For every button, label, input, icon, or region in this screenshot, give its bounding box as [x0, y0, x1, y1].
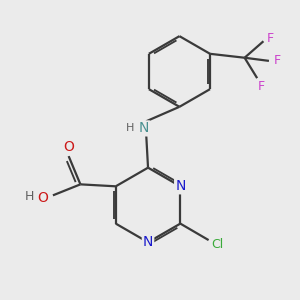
Text: N: N [143, 235, 153, 249]
Text: Cl: Cl [211, 238, 224, 251]
Text: H: H [125, 123, 134, 134]
Text: N: N [175, 179, 185, 193]
Text: N: N [139, 122, 149, 135]
Text: F: F [257, 80, 265, 92]
Text: F: F [274, 54, 281, 68]
Text: O: O [38, 191, 49, 206]
Text: F: F [267, 32, 274, 45]
Text: H: H [25, 190, 34, 203]
Text: O: O [63, 140, 74, 154]
